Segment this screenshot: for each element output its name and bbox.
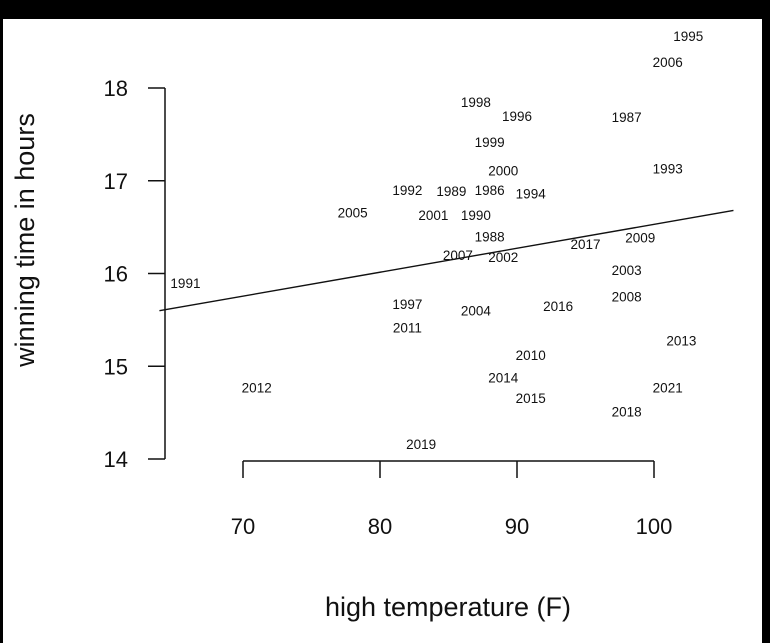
point-label-1986: 1986 bbox=[475, 183, 505, 198]
point-label-2010: 2010 bbox=[516, 348, 546, 363]
point-label-2007: 2007 bbox=[443, 248, 473, 263]
point-label-2016: 2016 bbox=[543, 299, 573, 314]
point-label-1996: 1996 bbox=[502, 109, 532, 124]
point-label-2019: 2019 bbox=[406, 437, 436, 452]
point-label-2012: 2012 bbox=[242, 381, 272, 396]
point-label-1990: 1990 bbox=[461, 208, 491, 223]
point-label-2000: 2000 bbox=[488, 164, 518, 179]
point-label-1999: 1999 bbox=[475, 135, 505, 150]
point-label-1993: 1993 bbox=[653, 162, 683, 177]
y-tick-label: 14 bbox=[104, 447, 128, 472]
y-axis-label: winning time in hours bbox=[10, 113, 40, 368]
point-label-2009: 2009 bbox=[625, 230, 655, 245]
point-label-1989: 1989 bbox=[436, 184, 466, 199]
point-label-2015: 2015 bbox=[516, 391, 546, 406]
y-tick-label: 15 bbox=[104, 354, 128, 379]
point-label-1994: 1994 bbox=[516, 187, 547, 202]
point-label-2004: 2004 bbox=[461, 304, 492, 319]
point-label-1988: 1988 bbox=[475, 229, 505, 244]
y-tick-label: 17 bbox=[104, 169, 128, 194]
x-tick-label: 80 bbox=[368, 514, 392, 539]
plot-background bbox=[3, 19, 762, 643]
point-label-2014: 2014 bbox=[488, 370, 519, 385]
point-label-2021: 2021 bbox=[653, 381, 683, 396]
x-tick-label: 90 bbox=[505, 514, 529, 539]
y-tick-label: 18 bbox=[104, 76, 128, 101]
point-label-2008: 2008 bbox=[612, 290, 642, 305]
point-label-2002: 2002 bbox=[488, 250, 518, 265]
point-label-2006: 2006 bbox=[653, 55, 683, 70]
point-label-1991: 1991 bbox=[170, 276, 200, 291]
point-label-2013: 2013 bbox=[666, 333, 696, 348]
point-label-2003: 2003 bbox=[612, 263, 642, 278]
x-tick-label: 100 bbox=[636, 514, 673, 539]
point-label-2001: 2001 bbox=[418, 208, 448, 223]
x-axis-label: high temperature (F) bbox=[325, 592, 571, 622]
point-label-2017: 2017 bbox=[570, 237, 600, 252]
point-label-1987: 1987 bbox=[612, 110, 642, 125]
point-label-2011: 2011 bbox=[393, 320, 422, 335]
point-label-2018: 2018 bbox=[612, 405, 642, 420]
regression-line bbox=[159, 209, 734, 312]
x-tick-label: 70 bbox=[231, 514, 255, 539]
point-label-1997: 1997 bbox=[392, 297, 422, 312]
point-label-1998: 1998 bbox=[461, 95, 491, 110]
point-label-1992: 1992 bbox=[392, 183, 422, 198]
point-label-2005: 2005 bbox=[338, 205, 368, 220]
point-label-1995: 1995 bbox=[673, 29, 703, 44]
y-tick-label: 16 bbox=[104, 262, 128, 287]
